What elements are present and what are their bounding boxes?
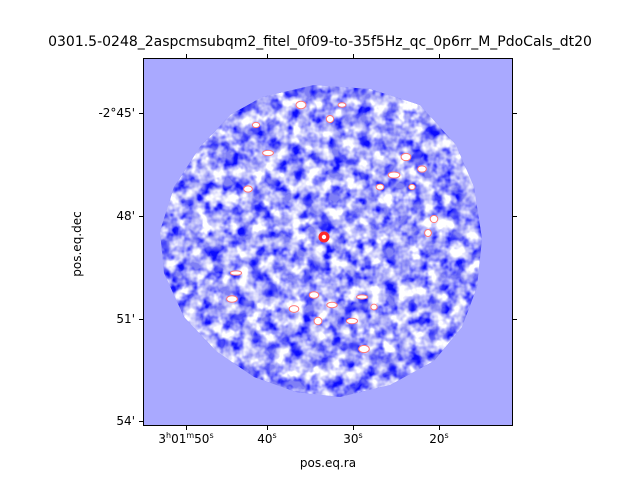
x-tick-mark-top	[267, 54, 268, 58]
x-tick-mark	[267, 426, 268, 430]
bright-knot	[226, 295, 238, 303]
y-tick-label: -2°45'	[98, 106, 135, 120]
bright-knot	[243, 185, 253, 193]
bright-sources	[226, 100, 439, 354]
y-tick-mark-right	[513, 216, 517, 217]
x-tick-mark-top	[186, 54, 187, 58]
x-tick-mark-top	[439, 54, 440, 58]
x-tick-mark	[353, 426, 354, 430]
y-tick-mark	[139, 113, 143, 114]
plot-title: 0301.5-0248_2aspcmsubqm2_fitel_0f09-to-3…	[48, 34, 592, 50]
bright-knot	[370, 303, 378, 311]
y-tick-mark	[139, 216, 143, 217]
y-tick-label: 48'	[116, 209, 135, 223]
x-tick-label: 3h01m50s	[158, 431, 214, 447]
bright-knot	[326, 301, 338, 309]
bright-knot	[337, 102, 347, 108]
bright-knot	[387, 171, 401, 179]
bright-knot	[345, 317, 359, 325]
bright-knot	[251, 121, 261, 129]
y-tick-label: 51'	[116, 312, 135, 326]
radio-map-image	[144, 59, 512, 425]
x-tick-mark	[186, 426, 187, 430]
bright-knot	[358, 344, 370, 354]
x-tick-mark-top	[353, 54, 354, 58]
y-axis-label: pos.eq.dec	[70, 211, 84, 277]
bright-knot	[417, 165, 427, 173]
x-tick-mark	[439, 426, 440, 430]
x-tick-label: 40s	[257, 431, 277, 447]
bright-knot	[229, 270, 243, 276]
bright-knot	[355, 294, 369, 300]
y-tick-mark-right	[513, 319, 517, 320]
bright-knot	[408, 183, 416, 191]
y-tick-mark	[139, 319, 143, 320]
image-panel	[143, 58, 513, 426]
bright-knot	[313, 316, 323, 326]
bright-knot	[375, 183, 385, 191]
bright-knot	[424, 228, 432, 238]
y-tick-mark-right	[513, 113, 517, 114]
bright-knot	[308, 291, 320, 299]
bright-knot	[288, 305, 300, 313]
x-tick-label: 20s	[429, 431, 449, 447]
bright-knot	[325, 114, 335, 124]
y-tick-mark	[139, 421, 143, 422]
y-tick-label: 54'	[116, 414, 135, 428]
bright-knot	[400, 152, 412, 162]
x-tick-label: 30s	[343, 431, 363, 447]
bright-knot	[429, 214, 439, 224]
x-axis-label: pos.eq.ra	[299, 456, 357, 470]
bright-knot	[295, 100, 307, 110]
bright-knot	[262, 149, 274, 157]
